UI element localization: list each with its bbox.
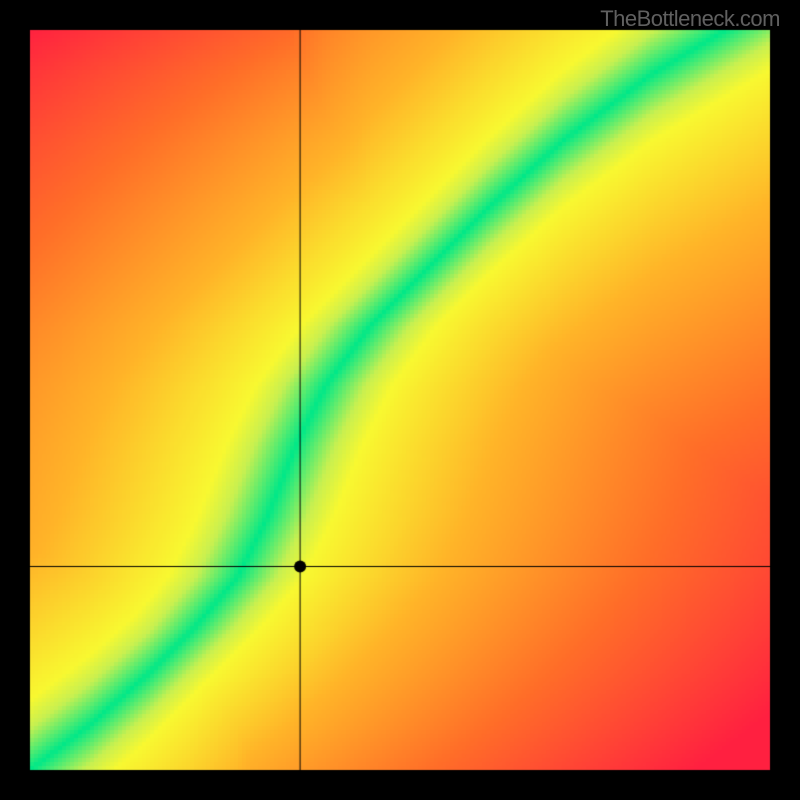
- bottleneck-heatmap: [0, 0, 800, 800]
- watermark-text: TheBottleneck.com: [600, 6, 780, 32]
